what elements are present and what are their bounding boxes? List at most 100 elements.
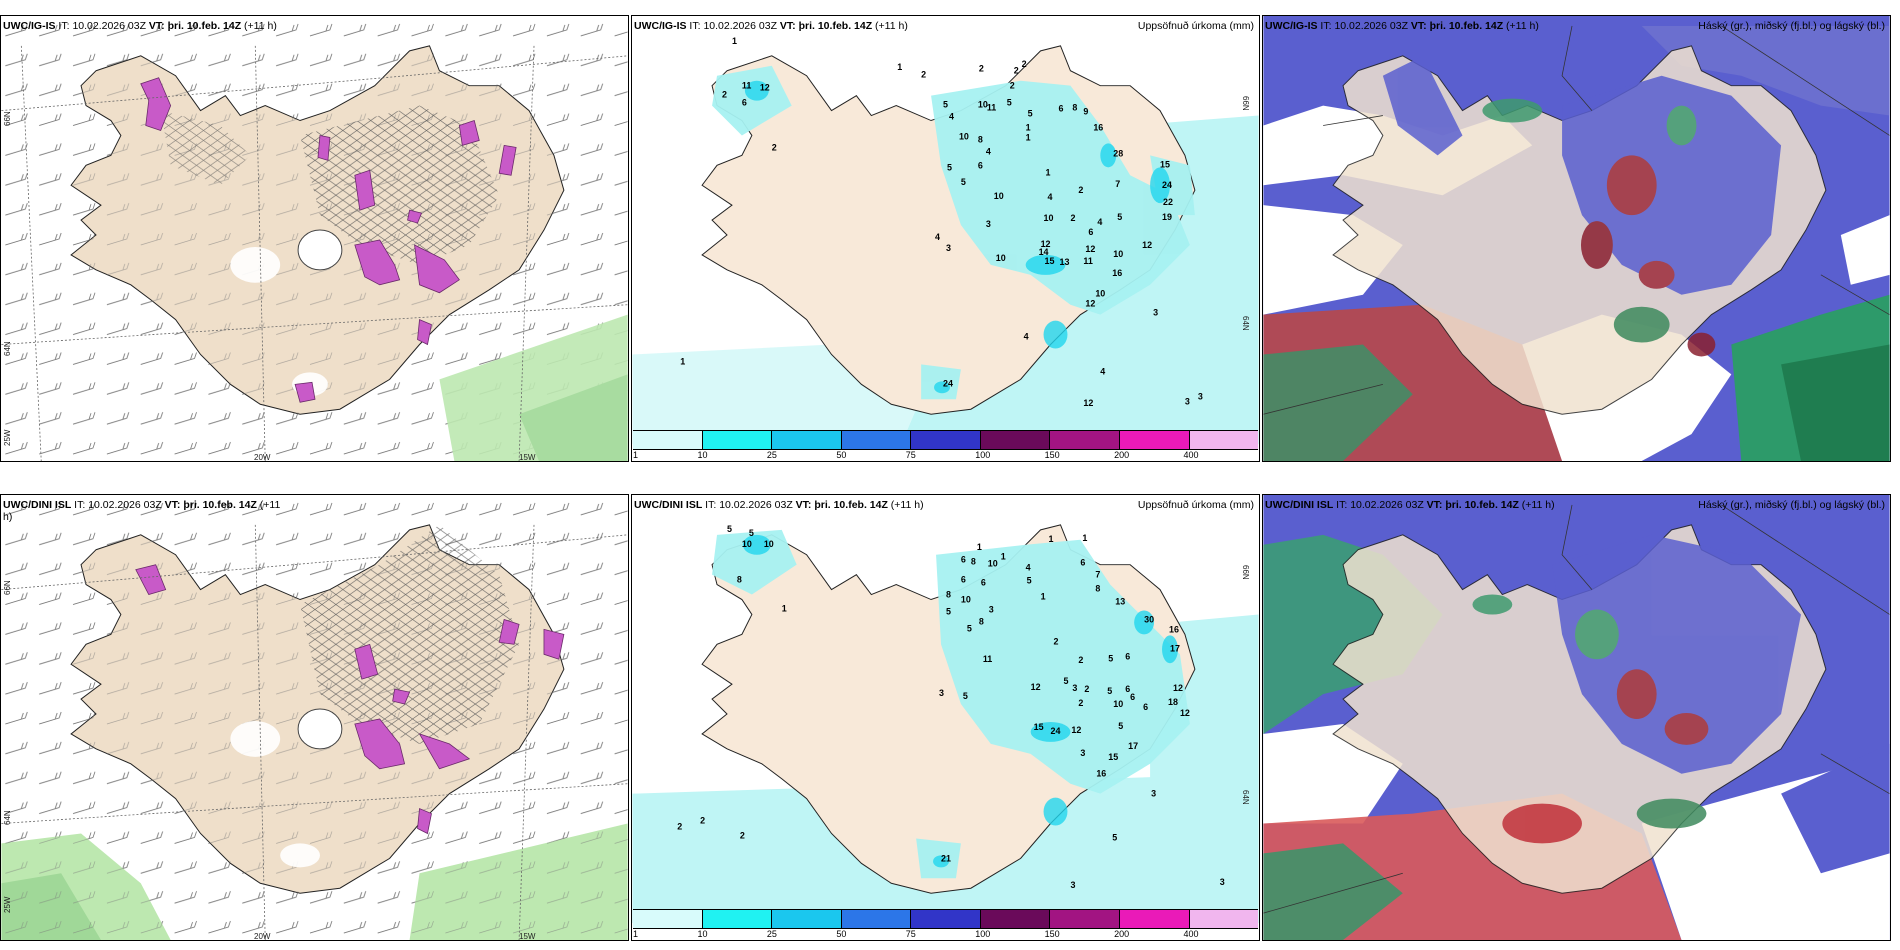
panel-variable-label: Háský (gr.), miðský (fj.bl.) og lágský (… [1698,499,1885,511]
precip-value-label: 2 [1022,59,1027,69]
colorbar-swatch [702,431,773,449]
precip-value-label: 3 [1198,391,1203,401]
precip-value-label: 5 [943,100,948,110]
precip-value-label: 1 [1046,167,1051,177]
precip-value-label: 6 [1080,558,1085,568]
precip-value-label: 2 [740,830,745,840]
lat-label: 66N [3,111,12,126]
precip-value-label: 19 [1162,212,1172,222]
colorbar-label: 200 [1114,929,1130,939]
precip-value-label: 16 [1096,769,1106,779]
precip-value-label: 5 [1028,109,1033,119]
precip-value-label: 3 [1151,789,1156,799]
precip-value-label: 5 [961,177,966,187]
precip-value-label: 10 [978,100,988,110]
precip-value-label: 4 [1026,563,1031,573]
precip-value-label: 2 [700,816,705,826]
panel-title: UWC/IG-IS IT: 10.02.2026 03Z VT: þri. 10… [634,20,908,32]
precip-value-label: 4 [1024,332,1029,342]
precip-value-label: 3 [989,604,994,614]
precip-value-label: 15 [1045,256,1055,266]
precip-value-label: 3 [939,688,944,698]
precip-value-label: 16 [1093,122,1103,132]
precip-value-label: 8 [1072,103,1077,113]
precip-value-label: 7 [1115,179,1120,189]
precip-value-label: 17 [1170,643,1180,653]
precip-value-label: 8 [1095,584,1100,594]
precip-value-label: 8 [737,575,742,585]
precip-colorbar-labels: 1 10 25 50 75 100 150 200 400 [633,450,1258,461]
precip-value-label: 5 [946,606,951,616]
precip-value-label: 17 [1128,741,1138,751]
lat-label: 64N [1241,316,1250,331]
precip-value-label: 1 [1041,592,1046,602]
colorbar-label: 200 [1114,450,1130,460]
precip-value-label: 15 [1160,159,1170,169]
precip-value-label: 24 [943,378,953,388]
precip-value-label: 5 [1027,576,1032,586]
lat-label: 64N [3,810,12,825]
precip-value-label: 5 [1117,212,1122,222]
colorbar-label: 150 [1044,450,1060,460]
panel-title: UWC/IG-IS IT: 10.02.2026 03Z VT: þri. 10… [1265,20,1539,32]
colorbar-label: 100 [975,450,991,460]
precip-value-label: 2 [722,90,727,100]
precip-value-label: 3 [1153,308,1158,318]
precip-value-label: 13 [1059,257,1069,267]
colorbar-label: 10 [697,450,708,460]
panel-clouds-dini: UWC/DINI ISL IT: 10.02.2026 03Z VT: þri.… [1262,494,1891,941]
precip-value-label: 10 [1044,213,1054,223]
colorbar-swatch [841,431,912,449]
cloud-map-dini [1263,495,1890,940]
precip-value-label: 10 [988,559,998,569]
precip-value-label: 12 [1031,682,1041,692]
precip-value-label: 6 [1125,651,1130,661]
precip-value-label: 13 [1115,597,1125,607]
colorbar-label: 400 [1183,450,1199,460]
lon-label: 25W [3,896,12,913]
precip-value-label: 5 [1107,686,1112,696]
colorbar-label: 1 [633,450,639,460]
precip-value-label: 3 [986,219,991,229]
colorbar-label: 25 [766,450,777,460]
precip-colorbar [633,430,1259,450]
precip-value-label: 10 [961,595,971,605]
panel-precip-igis: 1 1 2 2 2 2 2 11 12 2 6 5 10 11 5 5 6 8 9 16 4 1 1 2 10 8 4 28 15 5 6 1… [631,15,1260,462]
panel-variable-label: Háský (gr.), miðský (fj.bl.) og lágský (… [1698,20,1885,32]
colorbar-swatch [772,431,842,449]
wind-map-dini [1,495,628,940]
lon-label: 20W [254,453,271,462]
precip-value-label: 5 [1108,653,1113,663]
precip-value-label: 7 [1095,570,1100,580]
precip-value-label: 18 [1168,697,1178,707]
precip-value-label: 12 [1142,240,1152,250]
precip-value-label: 5 [749,528,754,538]
panel-title: UWC/DINI ISL IT: 10.02.2026 03Z VT: þri.… [1265,499,1555,511]
precip-value-label: 3 [1080,748,1085,758]
precip-value-label: 12 [1083,398,1093,408]
precip-value-label: 5 [1112,832,1117,842]
colorbar-label: 50 [836,929,847,939]
lat-label: 66N [1241,96,1250,111]
panel-wind-dini: UWC/DINI ISL IT: 10.02.2026 03Z VT: þri.… [0,494,629,941]
lat-label: 66N [3,580,12,595]
precip-value-label: 10 [1095,289,1105,299]
precip-value-label: 15 [1108,752,1118,762]
lon-label: 25W [3,429,12,446]
precip-value-label: 1 [680,356,685,366]
precip-value-label: 3 [1070,880,1075,890]
precip-value-label: 10 [742,539,752,549]
lat-label: 64N [3,341,12,356]
graticule [1,45,628,461]
precip-value-label: 6 [742,98,747,108]
precip-value-label: 2 [979,64,984,74]
lat-label: 64N [1241,790,1250,805]
precip-value-label: 8 [979,616,984,626]
colorbar-swatch [633,431,703,449]
precip-value-label: 2 [677,821,682,831]
precip-value-label: 6 [978,160,983,170]
colorbar-swatch [980,431,1051,449]
precip-value-label: 4 [1048,192,1053,202]
precip-value-label: 8 [946,590,951,600]
